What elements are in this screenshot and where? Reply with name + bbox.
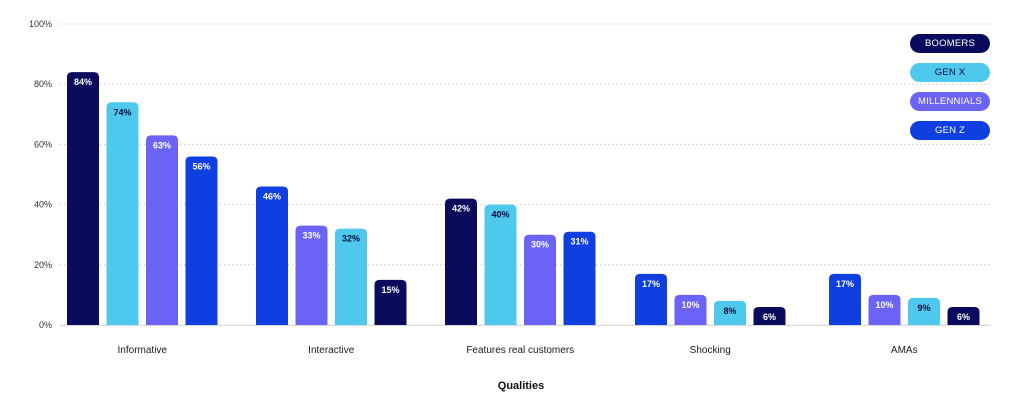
y-tick-label: 0% [39,320,52,330]
y-tick-label: 80% [34,79,52,89]
data-label: 15% [381,285,399,295]
data-label: 9% [917,303,930,313]
bar-gen-x [484,204,517,325]
x-category-label: Informative [118,345,168,356]
x-axis-categories: Informative Interactive Features real cust… [118,345,918,356]
bar-gen-z [635,273,667,325]
y-tick-label: 60% [34,139,52,149]
bar-boomers [445,198,477,325]
bar-gen-x [908,297,940,325]
bar-millennials [295,225,328,325]
bar-boomers [67,72,99,325]
data-label: 33% [302,231,320,241]
data-label: 63% [153,140,171,150]
data-label: 32% [342,234,360,244]
legend-item-boomers: BOOMERS [910,34,990,53]
data-label: 10% [681,300,699,310]
x-category-label: Shocking [690,345,731,356]
x-category-label: Features real customers [466,345,574,356]
x-category-label: Interactive [308,345,355,356]
x-category-label: AMAs [891,345,918,356]
bars [67,72,980,325]
bar-millennials [524,234,556,325]
legend-item-gen-z: GEN Z [910,121,990,140]
bar-boomers [374,279,407,325]
data-label: 10% [875,300,893,310]
bar-gen-z [256,186,288,325]
data-label: 8% [723,306,736,316]
bar-gen-z [185,156,218,325]
data-label: 6% [763,312,776,322]
y-tick-label: 40% [34,200,52,210]
bar-boomers [947,306,980,325]
legend: BOOMERS GEN X MILLENNIALS GEN Z [910,34,990,150]
data-label: 74% [113,107,131,117]
bar-gen-x [335,228,367,325]
data-label: 40% [491,210,509,220]
data-labels: 84% 74% 63% 56% 46% 33% 32% 15% 42% 40% 30% 31% 17% 1… [74,77,970,322]
data-label: 31% [570,237,588,247]
data-label: 84% [74,77,92,87]
data-label: 30% [531,240,549,250]
bar-gen-z [563,231,596,325]
bar-millennials [146,135,178,325]
y-axis-ticks: 0% 20% 40% 60% 80% 100% [29,19,52,330]
legend-item-gen-x: GEN X [910,63,990,82]
y-tick-label: 100% [29,19,52,29]
y-tick-label: 20% [34,260,52,270]
x-axis-title: Qualities [498,380,544,392]
data-label: 56% [192,161,210,171]
bar-gen-x [106,102,139,325]
bar-boomers [753,306,786,325]
bar-millennials [868,294,901,325]
bar-gen-x [714,300,746,325]
data-label: 6% [957,312,970,322]
data-label: 17% [642,279,660,289]
data-label: 42% [452,204,470,214]
bar-millennials [674,294,707,325]
data-label: 17% [836,279,854,289]
legend-item-millennials: MILLENNIALS [910,92,990,111]
data-label: 46% [263,192,281,202]
bar-gen-z [829,273,861,325]
